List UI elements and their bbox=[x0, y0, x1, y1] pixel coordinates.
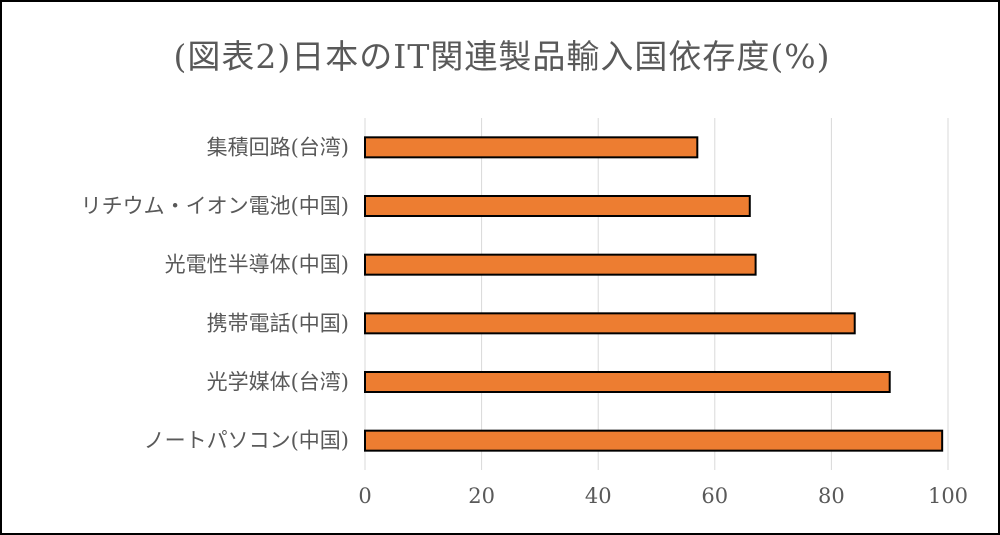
category-label: リチウム・イオン電池(中国) bbox=[81, 194, 349, 218]
bar bbox=[364, 429, 944, 452]
x-tick-label: 100 bbox=[928, 484, 968, 508]
bar bbox=[364, 371, 891, 393]
x-tick-labels: 0 20 40 60 80 100 bbox=[358, 484, 968, 508]
x-tick-label: 40 bbox=[585, 484, 612, 508]
x-tick-label: 80 bbox=[818, 484, 845, 508]
category-label: ノートパソコン(中国) bbox=[144, 429, 349, 453]
bar bbox=[364, 195, 751, 217]
x-tick-label: 0 bbox=[358, 484, 371, 508]
x-tick-label: 20 bbox=[468, 484, 495, 508]
category-labels: 集積回路(台湾) リチウム・イオン電池(中国) 光電性半導体(中国) 携帯電話(中国)… bbox=[81, 135, 349, 452]
category-label: 集積回路(台湾) bbox=[207, 135, 349, 159]
bar bbox=[364, 253, 757, 276]
category-label: 光学媒体(台湾) bbox=[207, 370, 349, 394]
category-label: 光電性半導体(中国) bbox=[165, 253, 349, 277]
x-tick-label: 60 bbox=[701, 484, 728, 508]
chart-title: (図表2)日本のIT関連製品輸入国依存度(%) bbox=[173, 37, 831, 76]
bars bbox=[364, 136, 944, 452]
gridlines bbox=[364, 118, 949, 470]
category-label: 携帯電話(中国) bbox=[207, 311, 349, 335]
bar bbox=[364, 312, 856, 335]
bar bbox=[364, 136, 699, 159]
